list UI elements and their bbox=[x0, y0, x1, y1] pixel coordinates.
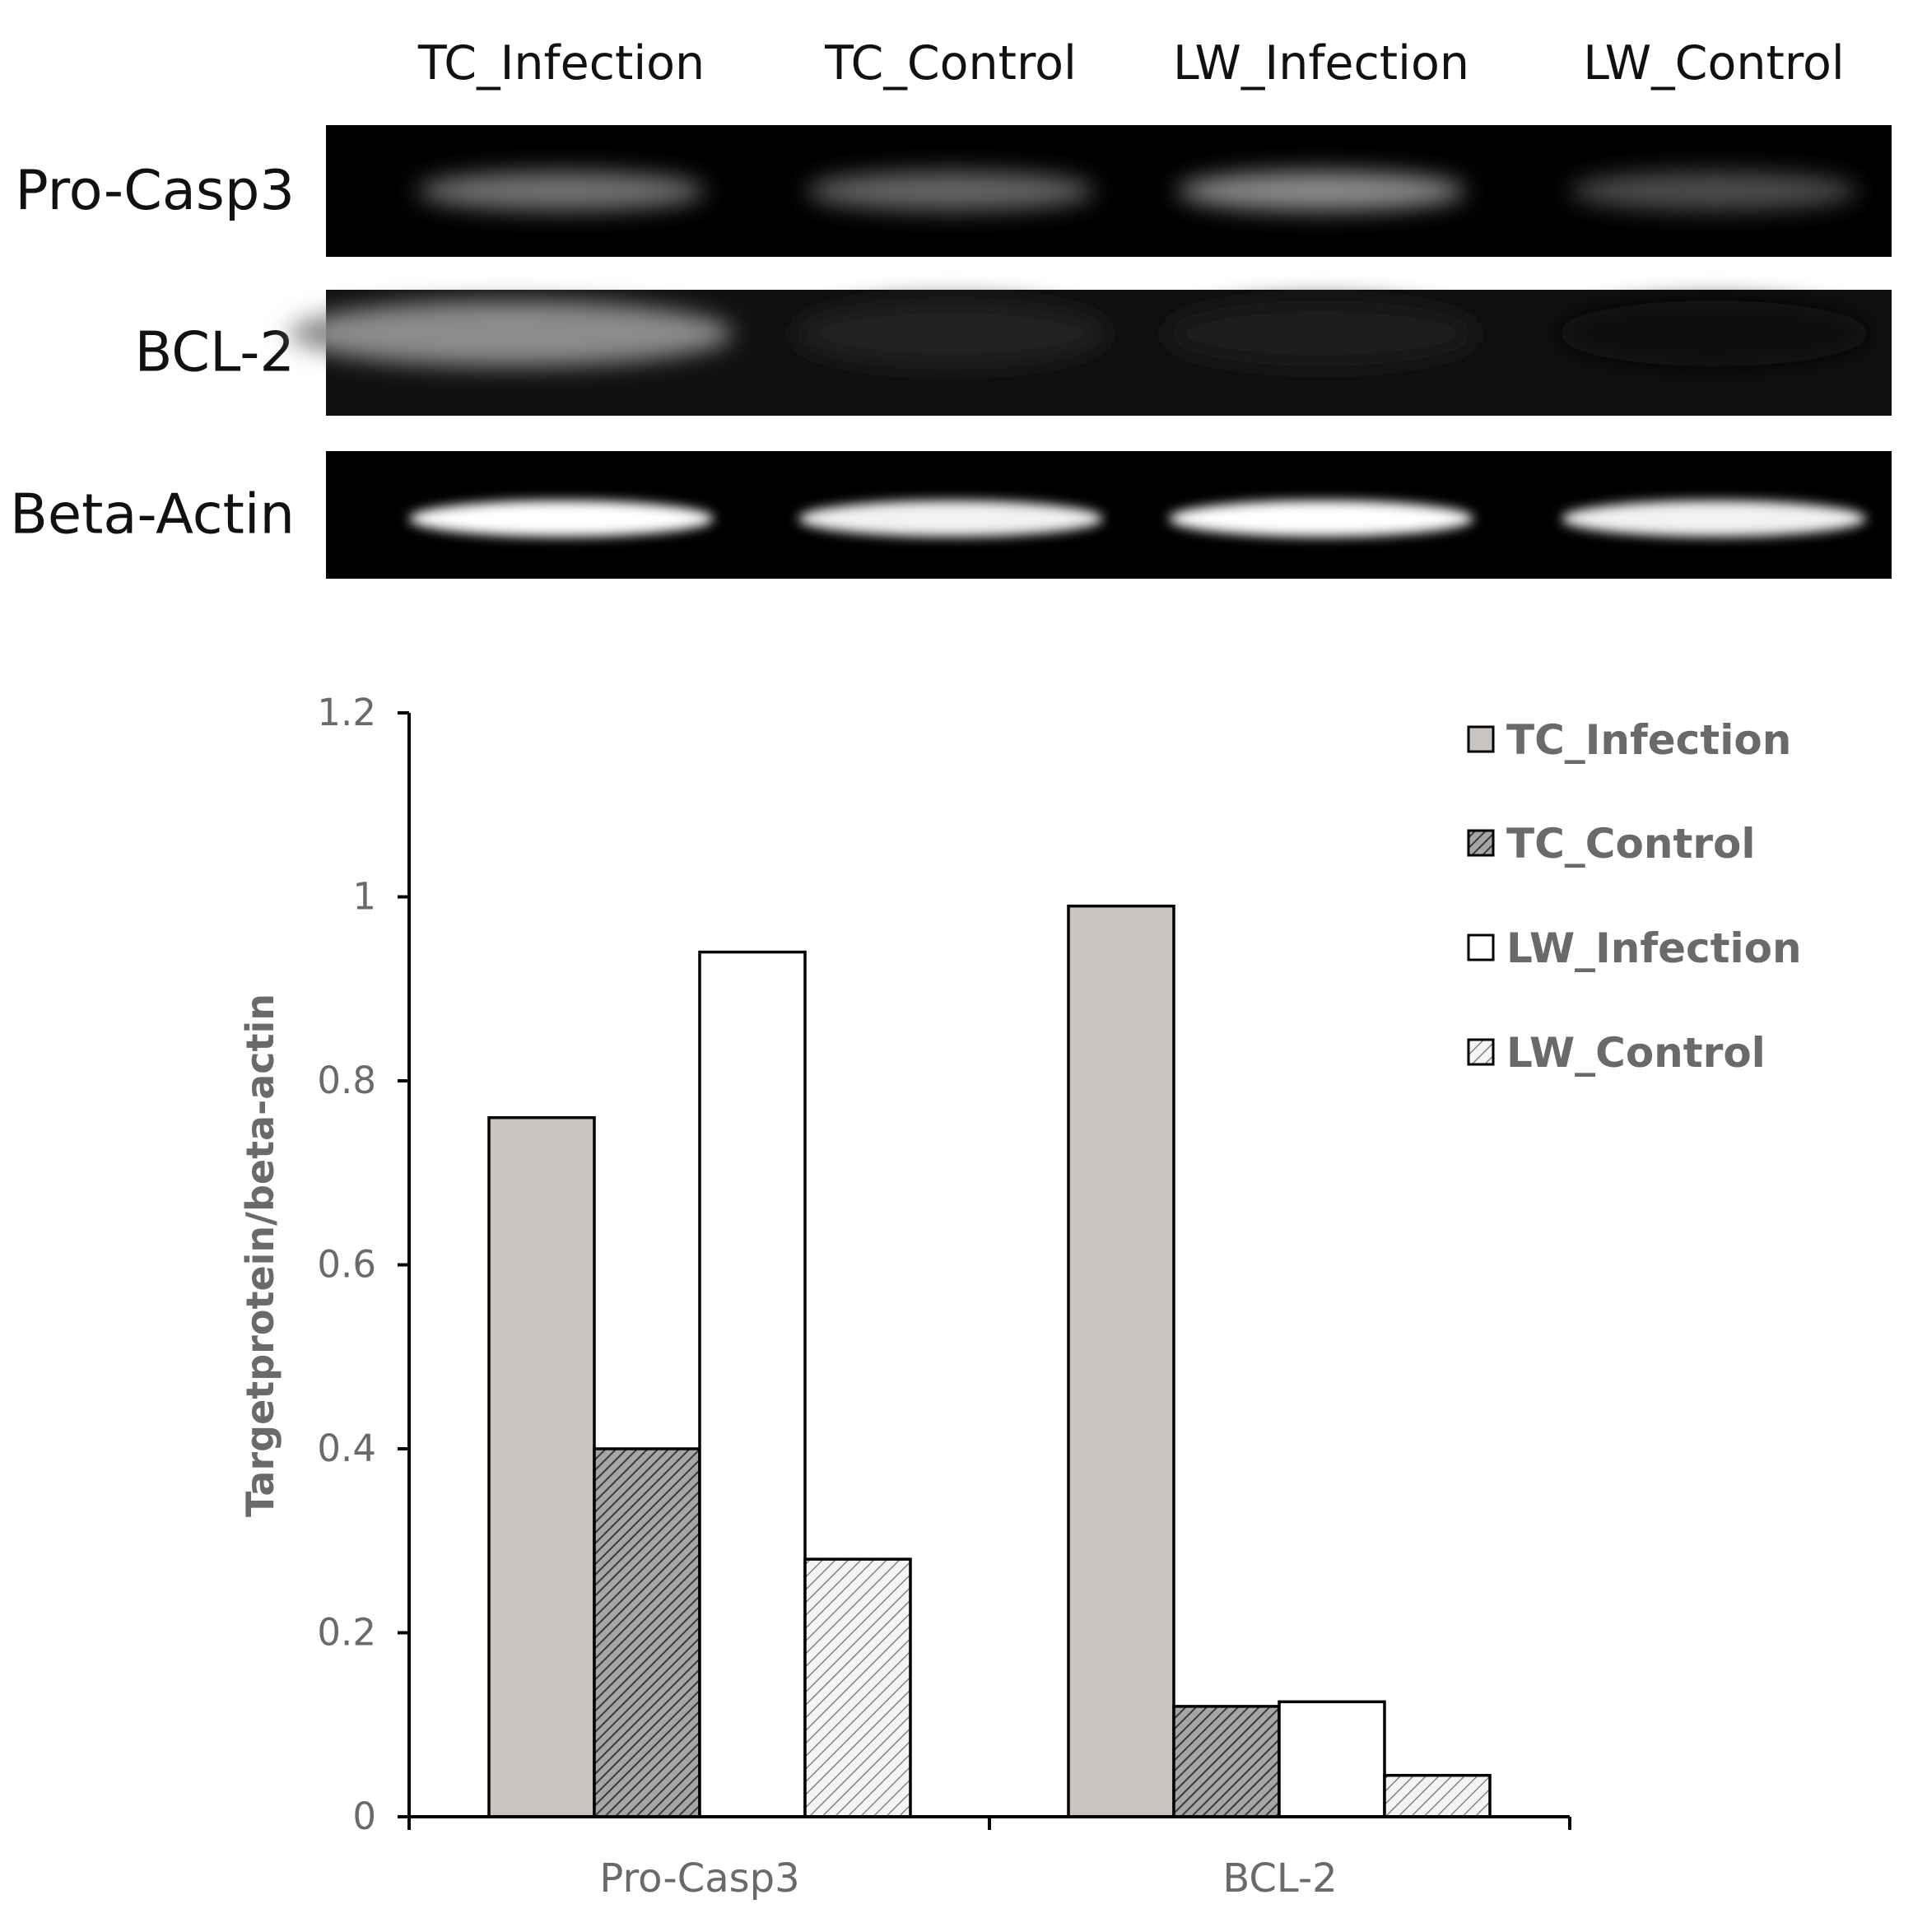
bar-LW_Infection-Pro-Casp3 bbox=[698, 950, 807, 1818]
blot-row-label: Pro-Casp3 bbox=[15, 158, 295, 222]
x-category-label: BCL-2 bbox=[1222, 1855, 1337, 1902]
legend: TC_Infection TC_Control LW_Infection LW_Con… bbox=[1467, 716, 1802, 1077]
blot-band bbox=[1177, 171, 1465, 211]
blot-band bbox=[1570, 171, 1858, 211]
y-tick-label: 1.2 bbox=[317, 691, 376, 734]
legend-label: TC_Control bbox=[1506, 820, 1756, 868]
lane-label-0: TC_Infection bbox=[417, 36, 705, 91]
bars bbox=[487, 904, 1492, 1818]
x-category-label: Pro-Casp3 bbox=[599, 1855, 799, 1902]
bar-TC_Infection-Pro-Casp3 bbox=[487, 1115, 596, 1818]
y-tick-label: 0 bbox=[352, 1795, 376, 1838]
bar-TC_Infection-BCL-2 bbox=[1067, 904, 1175, 1818]
blot-band bbox=[794, 300, 1107, 366]
blot-band bbox=[409, 500, 714, 537]
blot-band bbox=[288, 300, 733, 366]
legend-swatch bbox=[1467, 829, 1495, 857]
lane-label-3: LW_Control bbox=[1583, 36, 1844, 91]
lane-label-2: LW_Infection bbox=[1173, 36, 1469, 91]
blot-band bbox=[798, 500, 1103, 537]
bar-LW_Infection-BCL-2 bbox=[1278, 1700, 1386, 1818]
blot-row-0: Pro-Casp3 bbox=[15, 125, 1892, 257]
x-axis-labels: Pro-Casp3 BCL-2 bbox=[599, 1855, 1337, 1902]
legend-label: LW_Control bbox=[1506, 1029, 1766, 1077]
blot-band bbox=[1557, 300, 1870, 366]
y-axis-title: Targetprotein/beta-actin bbox=[238, 994, 282, 1517]
blot-row-1: BCL-2 bbox=[134, 290, 1892, 416]
blot-row-label: Beta-Actin bbox=[10, 482, 295, 547]
y-tick-label: 0.4 bbox=[317, 1427, 376, 1470]
legend-label: TC_Infection bbox=[1506, 716, 1791, 764]
bar-LW_Control-BCL-2 bbox=[1383, 1773, 1492, 1818]
lane-label-1: TC_Control bbox=[824, 36, 1077, 91]
legend-swatch bbox=[1467, 1038, 1495, 1066]
western-blot: TC_Infection TC_Control LW_Infection LW_Con… bbox=[10, 36, 1892, 579]
blot-band bbox=[417, 171, 705, 211]
blot-row-label: BCL-2 bbox=[134, 320, 295, 384]
y-tick-label: 0.2 bbox=[317, 1611, 376, 1655]
y-tick-label: 1 bbox=[352, 875, 376, 919]
legend-label: LW_Infection bbox=[1506, 924, 1802, 972]
bar-chart: Targetprotein/beta-actin 0 0.2 0.4 0.6 0.8 1 1… bbox=[238, 691, 1802, 1902]
blot-band bbox=[807, 171, 1095, 211]
axes bbox=[407, 713, 1571, 1830]
blot-band bbox=[1562, 500, 1866, 537]
blot-band bbox=[1169, 500, 1473, 537]
blot-band bbox=[1165, 300, 1478, 366]
bar-LW_Control-Pro-Casp3 bbox=[803, 1557, 912, 1818]
y-tick-label: 0.8 bbox=[317, 1059, 376, 1102]
y-tick-label: 0.6 bbox=[317, 1243, 376, 1287]
blot-row-2: Beta-Actin bbox=[10, 451, 1892, 579]
legend-swatch bbox=[1467, 933, 1495, 961]
bar-TC_Control-BCL-2 bbox=[1172, 1705, 1281, 1818]
lane-labels: TC_Infection TC_Control LW_Infection LW_Con… bbox=[417, 36, 1845, 91]
legend-swatch bbox=[1467, 725, 1495, 753]
bar-TC_Control-Pro-Casp3 bbox=[593, 1447, 701, 1818]
blot-rows: Pro-Casp3 BCL-2 Beta-Actin bbox=[10, 125, 1892, 579]
y-axis-ticks: 0 0.2 0.4 0.6 0.8 1 1.2 bbox=[317, 691, 409, 1838]
